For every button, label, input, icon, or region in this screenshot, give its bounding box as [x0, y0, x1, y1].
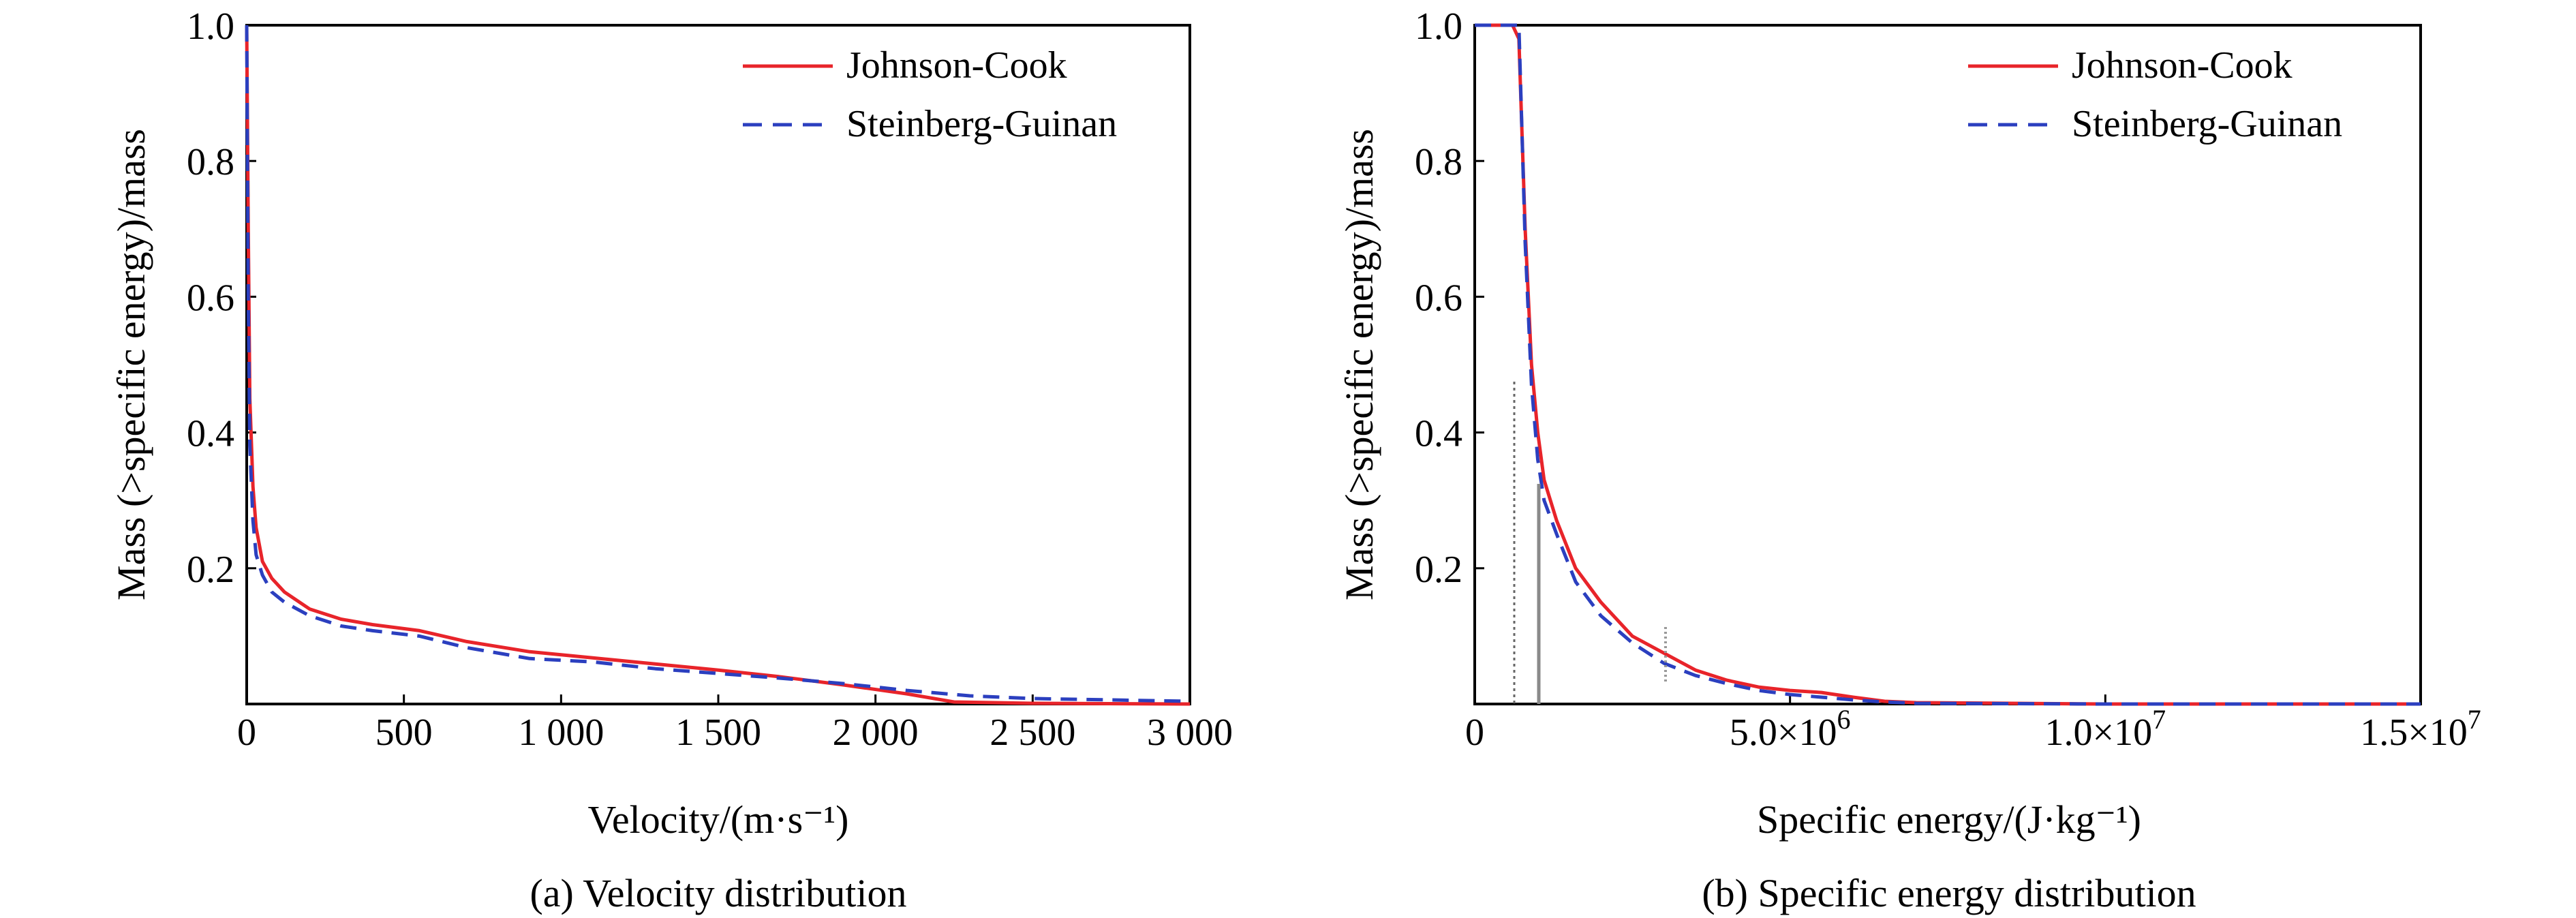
x-tick-exponent: 7 [2468, 704, 2481, 735]
x-tick-label: 1 500 [675, 712, 761, 754]
x-tick-label: 500 [375, 712, 433, 754]
legend-label-steinberg-guinan: Steinberg-Guinan [846, 103, 1117, 145]
legend-label-johnson-cook: Johnson-Cook [2072, 44, 2293, 87]
y-tick-label: 0.8 [1415, 141, 1462, 183]
legend: Johnson-Cook Steinberg-Guinan [743, 44, 1117, 145]
x-tick-label: 1.0×107 [2045, 704, 2166, 754]
legend-label-johnson-cook: Johnson-Cook [846, 44, 1067, 87]
x-tick-label: 1.5×107 [2360, 704, 2481, 754]
x-tick-label: 0 [1465, 712, 1484, 754]
x-tick-label: 1 000 [518, 712, 604, 754]
y-tick-labels: 0.2 0.4 0.6 0.8 1.0 [1415, 5, 1462, 591]
x-tick-exponent: 7 [2152, 704, 2166, 735]
y-tick-label: 0.6 [1415, 277, 1462, 319]
y-tick-label: 1.0 [187, 5, 234, 48]
y-tick-label: 0.8 [187, 141, 234, 183]
x-tick-label: 0 [237, 712, 256, 754]
x-tick-label: 3 000 [1147, 712, 1233, 754]
y-tick-labels: 0.2 0.4 0.6 0.8 1.0 [187, 5, 234, 591]
y-tick-label: 0.2 [187, 549, 234, 591]
y-axis-label: Mass (>specific energy)/mass [109, 129, 153, 600]
y-tick-label: 0.6 [187, 277, 234, 319]
legend: Johnson-Cook Steinberg-Guinan [1968, 44, 2342, 145]
y-tick-label: 0.4 [187, 413, 234, 455]
x-tick-label: 2 500 [990, 712, 1075, 754]
y-axis-label: Mass (>specific energy)/mass [1337, 129, 1381, 600]
panel-caption: (b) Specific energy distribution [1702, 871, 2196, 915]
x-tick-label: 5.0×106 [1730, 704, 1851, 754]
y-tick-label: 1.0 [1415, 5, 1462, 48]
x-tick-labels: 0 5.0×106 1.0×107 1.5×107 [1465, 704, 2481, 754]
panel-caption: (a) Velocity distribution [530, 871, 906, 915]
x-tick-exponent: 6 [1837, 704, 1850, 735]
x-axis-label: Velocity/(m·s⁻¹) [587, 797, 848, 842]
x-axis-label: Specific energy/(J·kg⁻¹) [1757, 797, 2141, 842]
panel-specific-energy: 0 5.0×106 1.0×107 1.5×107 0.2 0.4 0.6 0.8 1.0 J… [1337, 5, 2481, 915]
y-tick-label: 0.4 [1415, 413, 1462, 455]
x-tick-labels: 0 500 1 000 1 500 2 000 2 500 3 000 [237, 712, 1233, 754]
panel-velocity: 0 500 1 000 1 500 2 000 2 500 3 000 0.20.40.60… [109, 5, 1233, 915]
y-tick-label: 0.2 [1415, 549, 1462, 591]
x-tick-label: 2 000 [833, 712, 919, 754]
tick-marks [1475, 161, 2105, 704]
legend-label-steinberg-guinan: Steinberg-Guinan [2072, 103, 2342, 145]
